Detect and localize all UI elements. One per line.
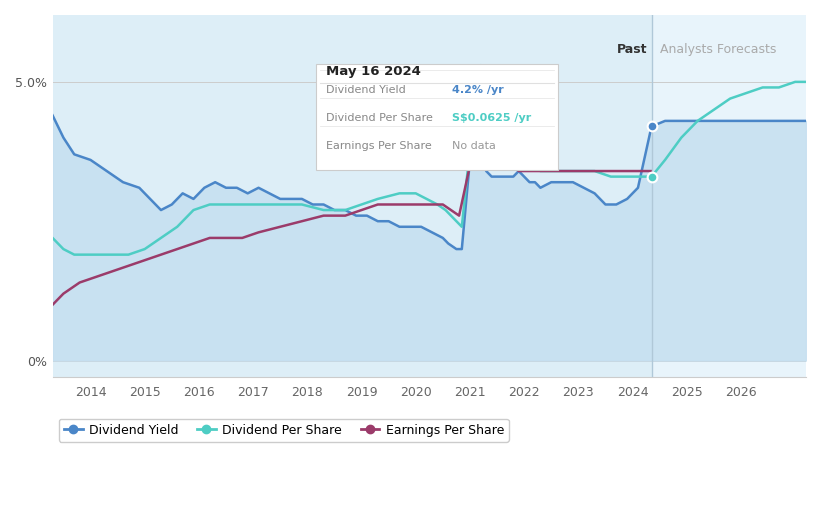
Text: No data: No data [452,141,495,151]
Text: Earnings Per Share: Earnings Per Share [326,141,432,151]
Text: 4.2% /yr: 4.2% /yr [452,85,503,95]
Text: May 16 2024: May 16 2024 [326,65,421,78]
Text: Dividend Per Share: Dividend Per Share [326,113,433,123]
Bar [53,15,652,377]
Legend: Dividend Yield, Dividend Per Share, Earnings Per Share: Dividend Yield, Dividend Per Share, Earn… [59,419,509,441]
Bar [652,15,806,377]
Text: Analysts Forecasts: Analysts Forecasts [659,43,776,56]
Text: S$0.0625 /yr: S$0.0625 /yr [452,113,531,123]
Text: Dividend Yield: Dividend Yield [326,85,406,95]
Text: Past: Past [617,43,647,56]
